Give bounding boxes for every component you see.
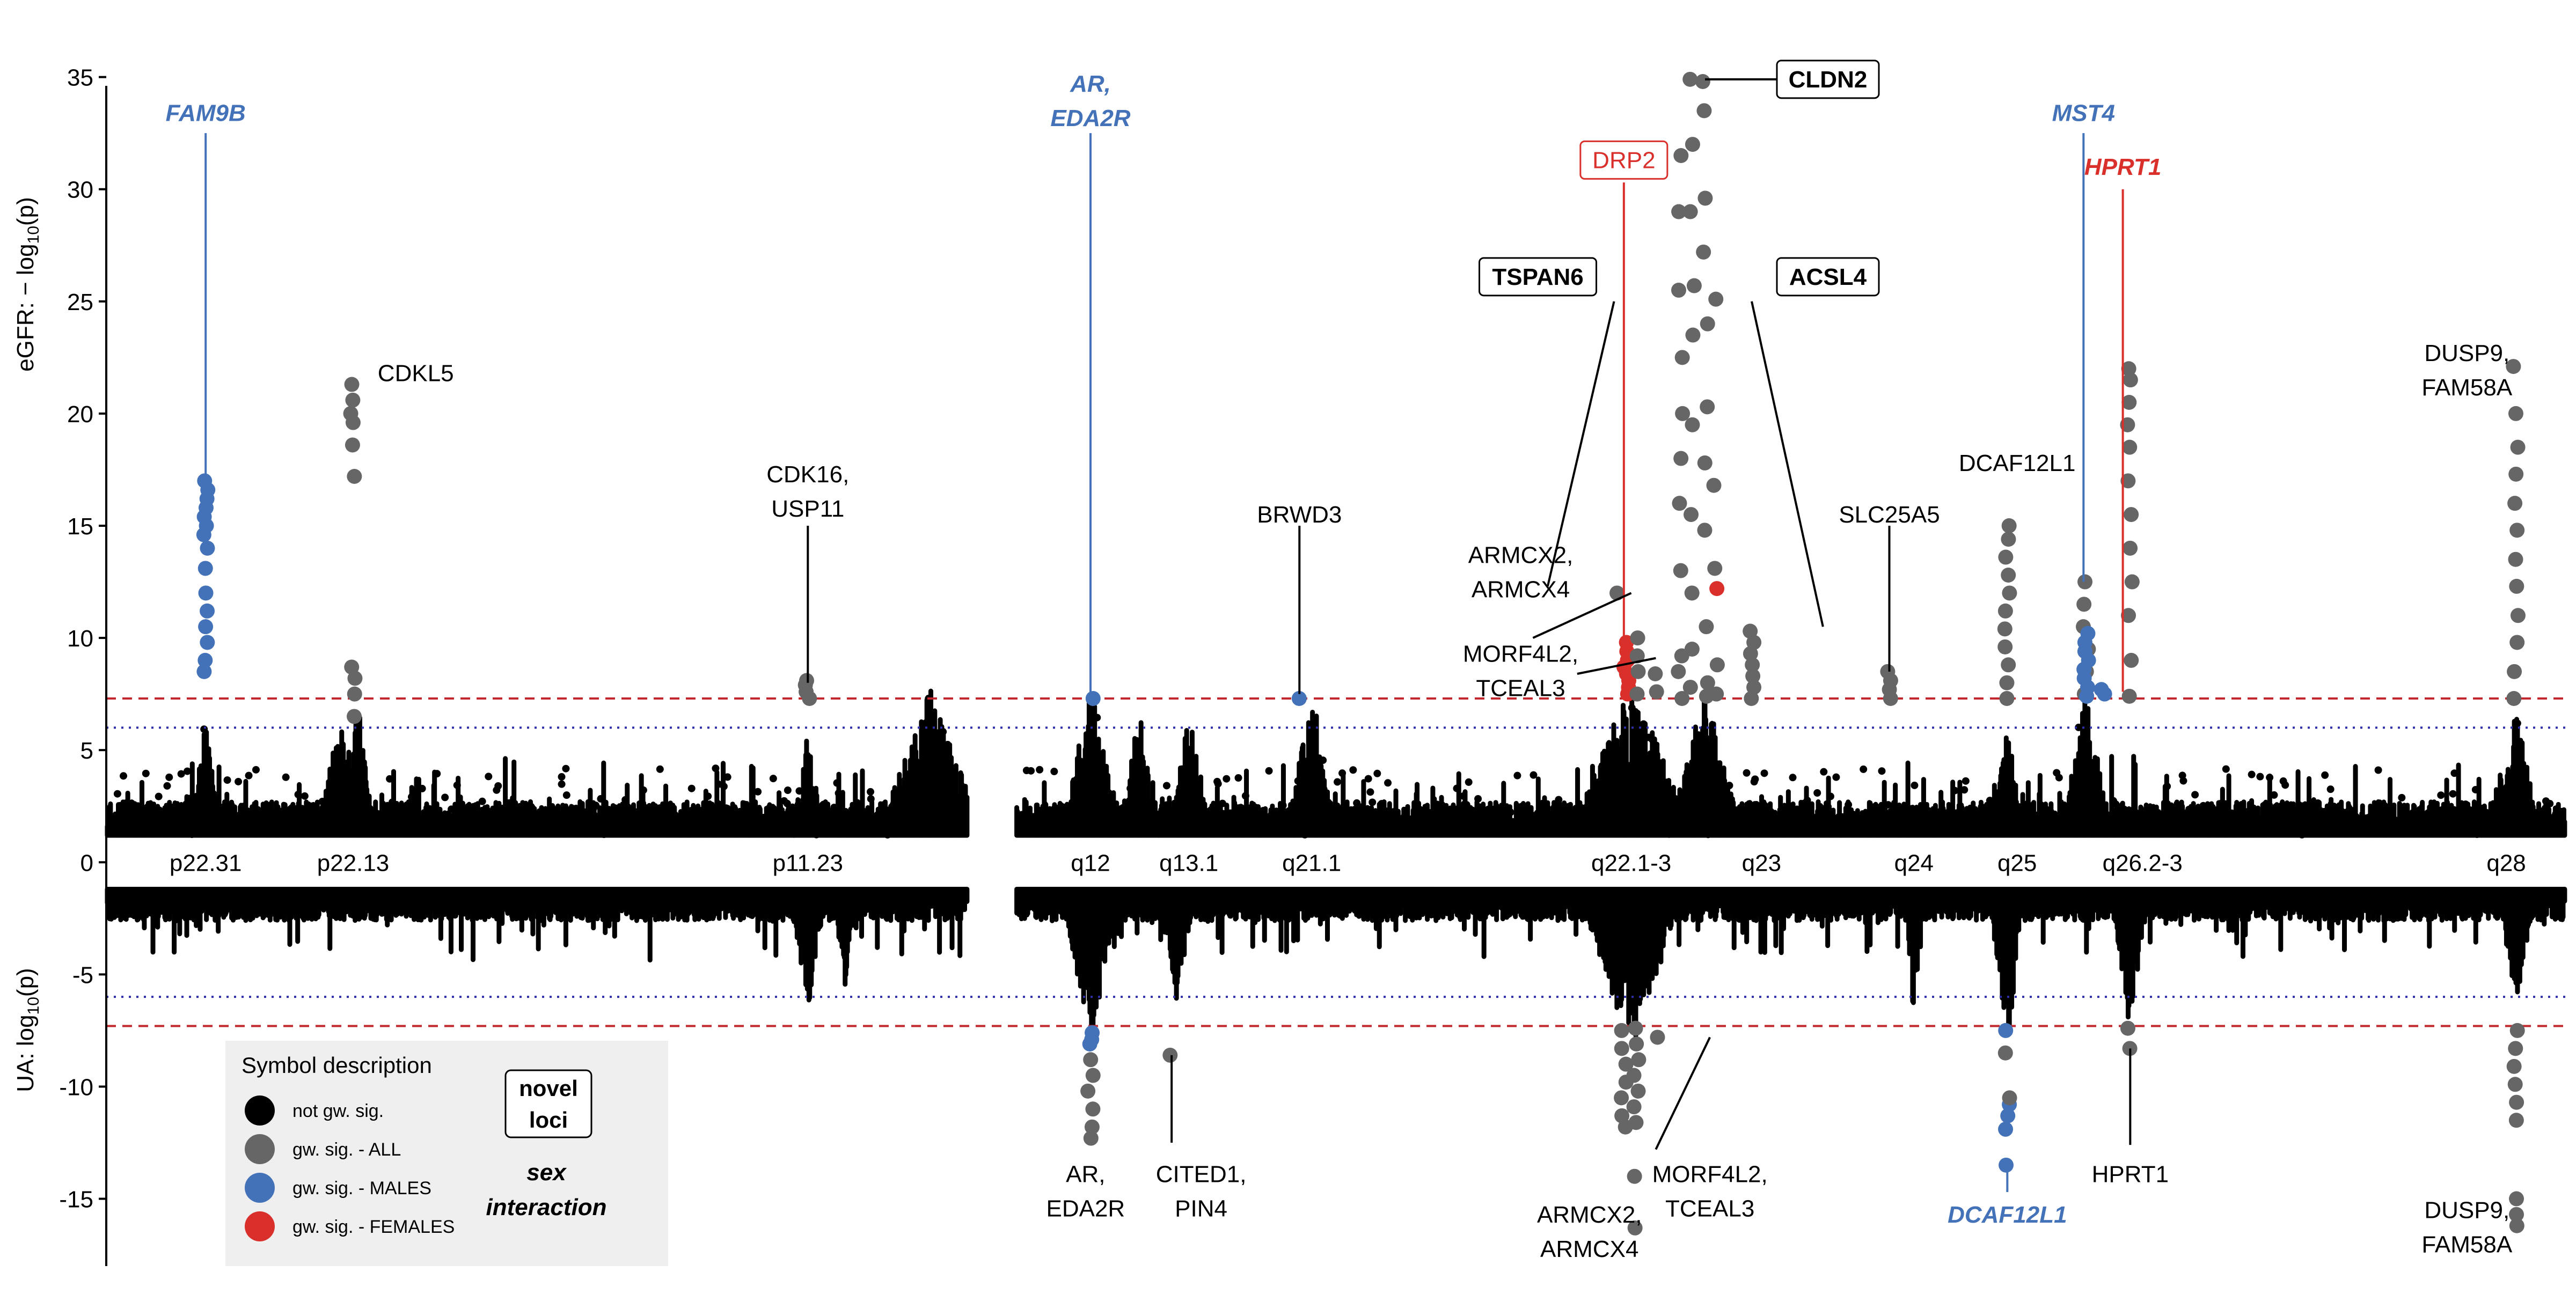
background-snp-point — [562, 791, 570, 799]
background-snp-point — [1036, 766, 1044, 774]
background-snp-point — [558, 773, 566, 781]
background-snp-point — [120, 772, 128, 780]
background-snp-point — [1474, 795, 1482, 803]
background-snp-point — [656, 765, 664, 773]
background-snp-point — [1725, 782, 1733, 790]
background-snp-point — [1826, 792, 1834, 800]
background-snp-point — [1760, 769, 1768, 777]
background-snp-point — [252, 766, 260, 774]
background-snp-point — [1813, 789, 1821, 797]
background-snp-point — [1162, 782, 1170, 790]
background-snp-point — [1832, 773, 1840, 781]
background-snp-point — [1860, 765, 1868, 773]
background-snp-point — [177, 770, 185, 778]
background-snp-point — [639, 786, 647, 794]
background-snp-point — [343, 766, 352, 774]
background-snp-point — [407, 793, 415, 801]
background-snp-point — [867, 788, 875, 796]
background-snp-point — [1027, 767, 1035, 775]
background-snp-point — [704, 792, 712, 800]
background-snp-point — [142, 769, 150, 777]
background-snp-point — [441, 793, 449, 801]
background-snp-point — [1529, 771, 1538, 779]
background-snp-point — [165, 773, 173, 781]
background-snp-point — [235, 777, 243, 785]
background-snp-point — [754, 788, 762, 796]
background-snp-point — [1745, 800, 1753, 808]
background-snp-point — [223, 776, 231, 784]
background-snp-point — [1960, 786, 1968, 794]
background-snp-point — [1820, 768, 1828, 776]
background-snp-point — [1218, 799, 1226, 807]
background-snp-layer — [105, 685, 2567, 1042]
background-snp-point — [1373, 769, 1381, 777]
background-snp-point — [723, 773, 731, 781]
background-snp-point — [1319, 756, 1327, 764]
background-snp-point — [1366, 788, 1374, 796]
background-snp-point — [478, 797, 486, 805]
background-snp-point — [301, 792, 309, 800]
background-snp-point — [1751, 775, 1759, 783]
background-snp-point — [1349, 766, 1357, 774]
background-snp-point — [493, 786, 501, 794]
background-snp-point — [155, 792, 163, 800]
background-snp-point — [1878, 767, 1886, 775]
background-snp-point — [1506, 808, 1514, 817]
background-snp-point — [485, 773, 493, 781]
background-snp-point — [113, 790, 121, 798]
background-snp-point — [1368, 798, 1377, 806]
background-snp-point — [1911, 781, 1919, 789]
background-snp-point — [184, 767, 192, 775]
background-snp-point — [1265, 767, 1273, 775]
background-snp-point — [1513, 771, 1521, 779]
background-snp-point — [163, 782, 171, 790]
background-snp-point — [1234, 774, 1242, 782]
background-snp-point — [433, 770, 441, 778]
background-snp-point — [418, 784, 426, 792]
background-snp-point — [1050, 768, 1058, 776]
background-snp-point — [245, 771, 253, 779]
background-snp-point — [867, 795, 875, 803]
background-snp-point — [1951, 786, 1959, 795]
background-snp-point — [1465, 778, 1473, 786]
background-snp-point — [1743, 769, 1751, 777]
background-snp-point — [1223, 775, 1231, 783]
background-snp-point — [1384, 779, 1392, 787]
background-snp-point — [1803, 796, 1811, 804]
background-snp-point — [1962, 777, 1970, 785]
background-snp-point — [562, 764, 570, 773]
background-snp-point — [558, 780, 566, 788]
background-snp-point — [1334, 778, 1342, 786]
background-snp-point — [1093, 714, 1101, 722]
background-snp-point — [210, 794, 218, 802]
background-snp-point — [1214, 779, 1222, 788]
background-snp-point — [687, 784, 696, 792]
background-snp-point — [769, 775, 777, 783]
background-snp-point — [1789, 774, 1797, 782]
background-snp-point — [784, 786, 792, 795]
background-snp-point — [1845, 800, 1853, 808]
background-snp-point — [1364, 775, 1372, 783]
background-snp-point — [720, 782, 728, 790]
background-snp-point — [282, 773, 290, 781]
